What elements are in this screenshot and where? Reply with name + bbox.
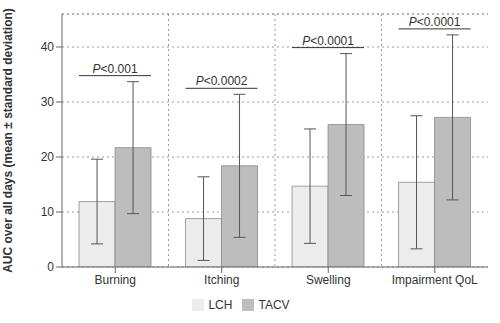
svg-text:Burning: Burning: [95, 273, 136, 287]
svg-text:Impairment QoL: Impairment QoL: [392, 273, 478, 287]
svg-text:AUC over all days (mean ± stan: AUC over all days (mean ± standard devia…: [8, 8, 15, 273]
html-text:TACV: TACV: [258, 298, 290, 312]
svg-text:10: 10: [41, 205, 55, 219]
svg-text:40: 40: [41, 40, 55, 54]
svg-text:P<0.0001: P<0.0001: [409, 15, 461, 29]
svg-text:P<0.0002: P<0.0002: [196, 74, 248, 88]
html-text:LCH: LCH: [208, 298, 233, 312]
svg-text:30: 30: [41, 95, 55, 109]
svg-text:0: 0: [47, 260, 54, 274]
svg-text:Itching: Itching: [204, 273, 239, 287]
svg-text:P<0.0001: P<0.0001: [302, 34, 354, 48]
svg-text:Swelling: Swelling: [306, 273, 351, 287]
svg-text:P<0.001: P<0.001: [93, 62, 138, 76]
svg-text:20: 20: [41, 150, 55, 164]
